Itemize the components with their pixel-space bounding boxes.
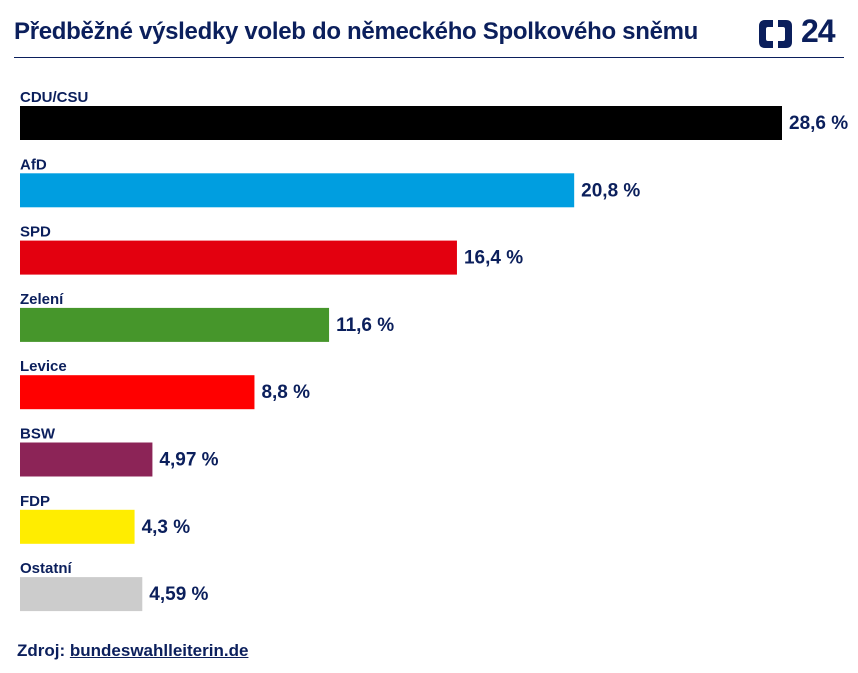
category-label-cdu-csu: CDU/CSU — [20, 89, 88, 106]
ct-logo-icon — [759, 20, 792, 48]
bar-fdp — [20, 509, 135, 544]
category-label-spd: SPD — [20, 224, 51, 241]
category-label-fdp: FDP — [20, 493, 50, 510]
bar-zeleni — [20, 307, 330, 342]
bar-ostatni — [20, 577, 143, 612]
value-label-cdu-csu: 28,6 % — [789, 113, 848, 134]
category-label-bsw: BSW — [20, 426, 56, 443]
ct24-logo: 24 — [755, 13, 847, 52]
category-label-zeleni: Zelení — [20, 291, 64, 308]
source-link[interactable]: bundeswahlleiterin.de — [69, 641, 249, 660]
bar-levice — [20, 375, 255, 410]
logo-text: 24 — [801, 13, 836, 49]
chart-header: Předběžné výsledky voleb do německého Sp… — [14, 13, 847, 56]
value-label-fdp: 4,3 % — [142, 517, 191, 538]
category-label-afd: AfD — [20, 156, 47, 173]
header-divider — [14, 57, 844, 58]
value-label-zeleni: 11,6 % — [336, 315, 394, 336]
value-label-ostatni: 4,59 % — [149, 584, 208, 605]
chart-title: Předběžné výsledky voleb do německého Sp… — [14, 18, 699, 45]
source-line: Zdroj: bundeswahlleiterin.de — [17, 641, 248, 661]
bar-cdu-csu — [20, 106, 782, 140]
bar-afd — [20, 173, 575, 208]
bar-bsw — [20, 442, 153, 477]
category-label-levice: Levice — [20, 358, 67, 375]
source-label: Zdroj: — [17, 641, 66, 660]
bar-spd — [20, 240, 457, 275]
category-label-ostatni: Ostatní — [20, 560, 73, 577]
value-label-spd: 16,4 % — [464, 248, 523, 269]
value-label-bsw: 4,97 % — [159, 450, 218, 471]
value-label-levice: 8,8 % — [261, 382, 310, 403]
value-label-afd: 20,8 % — [581, 180, 640, 201]
